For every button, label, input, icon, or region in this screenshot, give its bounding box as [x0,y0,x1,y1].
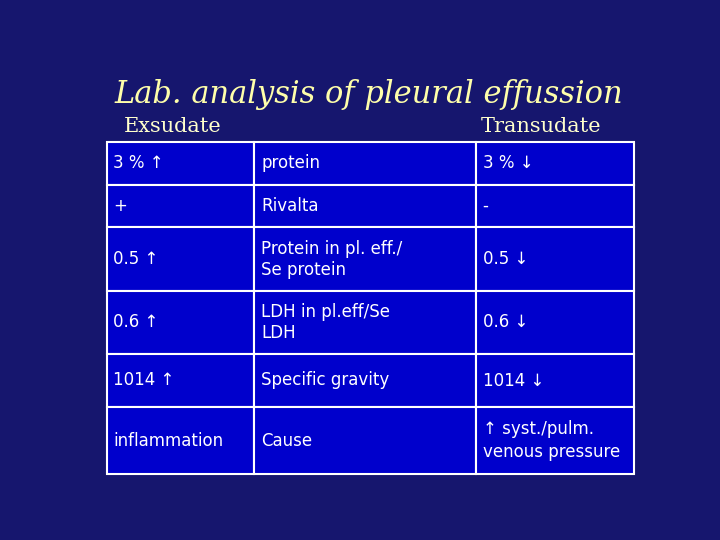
Text: 0.6 ↓: 0.6 ↓ [482,313,528,332]
Text: LDH: LDH [261,324,296,342]
Bar [107,141,254,185]
Bar [107,185,254,227]
Text: ↑ syst./pulm.: ↑ syst./pulm. [482,421,593,438]
Bar [476,291,634,354]
Bar [254,227,476,291]
Bar [254,141,476,185]
Bar [476,407,634,474]
Text: inflammation: inflammation [114,431,224,450]
Text: Exsudate: Exsudate [124,117,221,136]
Text: Transudate: Transudate [481,117,601,136]
Bar [107,407,254,474]
Text: venous pressure: venous pressure [482,443,620,461]
Text: LDH in pl.eff/Se: LDH in pl.eff/Se [261,303,390,321]
Text: Rivalta: Rivalta [261,197,318,215]
Bar [254,291,476,354]
Text: -: - [482,197,488,215]
Bar [476,141,634,185]
Text: protein: protein [261,154,320,172]
Bar [476,354,634,407]
Text: Cause: Cause [261,431,312,450]
Bar [107,354,254,407]
Text: 0.5 ↓: 0.5 ↓ [482,250,528,268]
Text: 3 % ↓: 3 % ↓ [482,154,534,172]
Bar [254,185,476,227]
Text: 3 % ↑: 3 % ↑ [114,154,164,172]
Text: 1014 ↑: 1014 ↑ [114,372,175,389]
Text: 0.6 ↑: 0.6 ↑ [114,313,159,332]
Bar [476,227,634,291]
Bar [476,185,634,227]
Text: 1014 ↓: 1014 ↓ [482,372,544,389]
Text: 0.5 ↑: 0.5 ↑ [114,250,159,268]
Text: Se protein: Se protein [261,261,346,279]
Text: +: + [114,197,127,215]
Bar [254,407,476,474]
Text: Lab. analysis of pleural effussion: Lab. analysis of pleural effussion [114,79,624,110]
Bar [107,291,254,354]
Text: Specific gravity: Specific gravity [261,372,390,389]
Bar [107,227,254,291]
Text: Protein in pl. eff./: Protein in pl. eff./ [261,240,402,258]
Bar [254,354,476,407]
